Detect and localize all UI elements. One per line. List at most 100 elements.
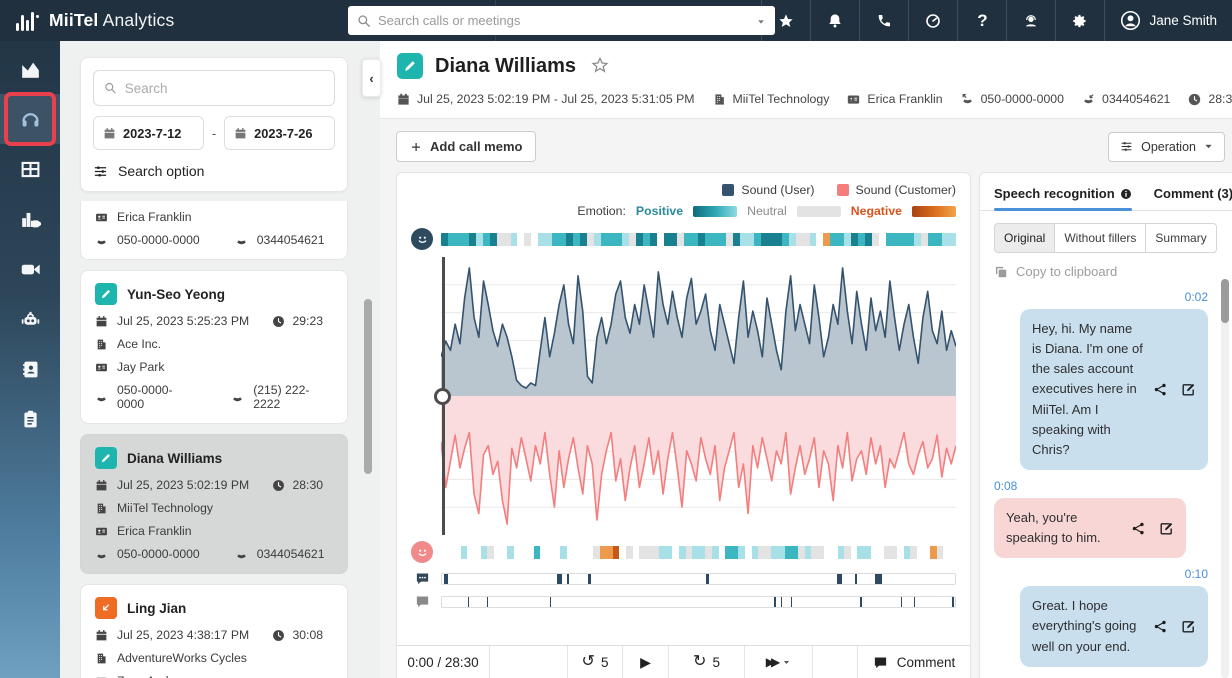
customer-emotion-strip[interactable] — [441, 546, 956, 559]
transcript-scrollbar[interactable] — [1221, 279, 1229, 678]
support-button[interactable] — [1006, 0, 1055, 41]
clock-icon — [272, 315, 285, 328]
subtab-without-fillers[interactable]: Without fillers — [1054, 223, 1146, 253]
help-button[interactable]: ? — [957, 0, 1006, 41]
top-bar: MiiTel Analytics ? Jane Smith — [0, 0, 1232, 41]
search-icon — [357, 14, 371, 28]
subtab-summary[interactable]: Summary — [1145, 223, 1216, 253]
transcript-panel: Speech recognition Comment (3) Original … — [979, 172, 1232, 678]
add-call-memo-button[interactable]: Add call memo — [396, 131, 536, 162]
playback-speed-button[interactable]: ▶▶ — [745, 646, 813, 678]
message-timestamp[interactable]: 0:02 — [994, 290, 1208, 304]
user-name: Jane Smith — [1149, 13, 1217, 28]
search-option-button[interactable]: Search option — [93, 163, 335, 179]
operation-dropdown-button[interactable]: Operation — [1108, 132, 1225, 162]
player-spacer — [490, 646, 568, 678]
comment-button[interactable]: Comment — [858, 646, 970, 678]
call-item-duration: 30:08 — [293, 628, 324, 642]
search-scope-caret-icon[interactable] — [756, 13, 766, 28]
copy-to-clipboard-button[interactable]: Copy to clipboard — [994, 264, 1218, 279]
global-search[interactable] — [348, 6, 775, 35]
date-from-field[interactable]: 2023-7-12 — [93, 116, 204, 150]
notifications-button[interactable] — [810, 0, 859, 41]
table-grid-icon — [20, 159, 41, 180]
dialer-button[interactable] — [859, 0, 908, 41]
list-search-input[interactable] — [125, 81, 324, 96]
rail-item-ai-assistant[interactable] — [0, 294, 60, 344]
call-list-item[interactable]: Yun-Seo YeongJul 25, 2023 5:25:23 PM29:2… — [80, 270, 348, 424]
building-icon — [95, 338, 108, 351]
chevron-left-icon: ‹ — [369, 71, 373, 86]
message-bubble[interactable]: Great. I hope everything's going well on… — [1020, 586, 1208, 666]
message-bubble[interactable]: Yeah, you're speaking to him. — [994, 498, 1186, 558]
settings-button[interactable] — [1055, 0, 1104, 41]
calendar-icon — [95, 315, 108, 328]
call-phone-to: 0344054621 — [1102, 92, 1170, 106]
video-camera-icon — [20, 259, 41, 280]
call-list-item[interactable]: Diana WilliamsJul 25, 2023 5:02:19 PM28:… — [80, 434, 348, 574]
share-icon[interactable] — [1131, 521, 1146, 536]
phone-incoming-icon — [231, 391, 244, 404]
comment-bubble-icon — [873, 655, 888, 670]
transcript-scrollbar-thumb[interactable] — [1221, 279, 1229, 323]
share-icon[interactable] — [1153, 619, 1168, 634]
rail-item-analytics[interactable] — [0, 44, 60, 94]
favorite-star-button[interactable] — [591, 56, 609, 77]
rail-item-video-analytics[interactable] — [0, 194, 60, 244]
info-icon — [1120, 188, 1132, 200]
search-option-label: Search option — [118, 163, 204, 179]
global-search-input[interactable] — [378, 13, 749, 28]
neutral-swatch — [797, 206, 841, 217]
call-list-item[interactable]: Erica Franklin050-0000-00000344054621 — [80, 201, 348, 260]
customer-remarks-track[interactable] — [441, 596, 956, 608]
phone-incoming-icon — [1082, 93, 1095, 106]
edit-icon[interactable] — [1159, 521, 1174, 536]
call-detail: Diana Williams Jul 25, 2023 5:02:19 PM -… — [380, 41, 1232, 678]
call-list-scrollbar[interactable] — [364, 299, 372, 474]
rail-item-contacts[interactable] — [0, 344, 60, 394]
rail-item-call-table[interactable] — [0, 144, 60, 194]
user-emotion-strip[interactable] — [441, 233, 956, 246]
call-item-name: Ling Jian — [127, 601, 186, 616]
tab-comment[interactable]: Comment (3) — [1154, 186, 1232, 210]
playhead[interactable] — [442, 257, 445, 535]
search-filter-card: 2023-7-12 - 2023-7-26 Search option — [80, 57, 348, 192]
play-button[interactable]: ▶ — [623, 646, 669, 678]
edit-icon[interactable] — [1181, 382, 1196, 397]
call-datetime-range: Jul 25, 2023 5:02:19 PM - Jul 25, 2023 5… — [417, 92, 695, 106]
tab-speech-recognition[interactable]: Speech recognition — [994, 186, 1132, 210]
call-list-item[interactable]: Ling JianJul 25, 2023 4:38:17 PM30:08Adv… — [80, 584, 348, 678]
collapse-panel-button[interactable]: ‹ — [362, 59, 381, 97]
call-item-duration: 28:30 — [293, 478, 324, 492]
positive-swatch — [693, 206, 737, 217]
call-item-contact: Jay Park — [117, 360, 164, 374]
rail-item-tasks[interactable] — [0, 394, 60, 444]
edit-icon[interactable] — [1181, 619, 1196, 634]
rail-item-calls[interactable] — [0, 94, 60, 144]
plus-icon — [410, 141, 422, 153]
phone-outgoing-icon — [961, 93, 974, 106]
waveform-chart[interactable] — [441, 257, 956, 535]
call-type-badge — [95, 447, 117, 469]
call-item-company: Ace Inc. — [117, 337, 161, 351]
area-chart-icon — [20, 59, 41, 80]
subtab-original[interactable]: Original — [994, 223, 1055, 253]
skip-forward-button[interactable]: ↻5 — [669, 646, 745, 678]
user-menu[interactable]: Jane Smith — [1104, 0, 1232, 41]
message-bubble[interactable]: Hey, hi. My name is Diana. I'm one of th… — [1020, 309, 1208, 470]
transcript-subtabs: Original Without fillers Summary — [994, 223, 1218, 253]
message-timestamp[interactable]: 0:10 — [994, 567, 1208, 581]
share-icon[interactable] — [1153, 382, 1168, 397]
list-search-field[interactable] — [93, 70, 335, 106]
skip-back-button[interactable]: ↺5 — [568, 646, 623, 678]
call-item-name: Yun-Seo Yeong — [127, 287, 225, 302]
building-icon — [713, 93, 726, 106]
rail-item-meetings[interactable] — [0, 244, 60, 294]
speech-bubble-dots-icon — [411, 571, 433, 586]
user-remarks-track[interactable] — [441, 573, 956, 585]
dashboard-button[interactable] — [908, 0, 957, 41]
date-to-field[interactable]: 2023-7-26 — [224, 116, 335, 150]
clock-icon — [272, 479, 285, 492]
message-timestamp[interactable]: 0:08 — [994, 479, 1208, 493]
playhead-handle[interactable] — [434, 388, 451, 405]
